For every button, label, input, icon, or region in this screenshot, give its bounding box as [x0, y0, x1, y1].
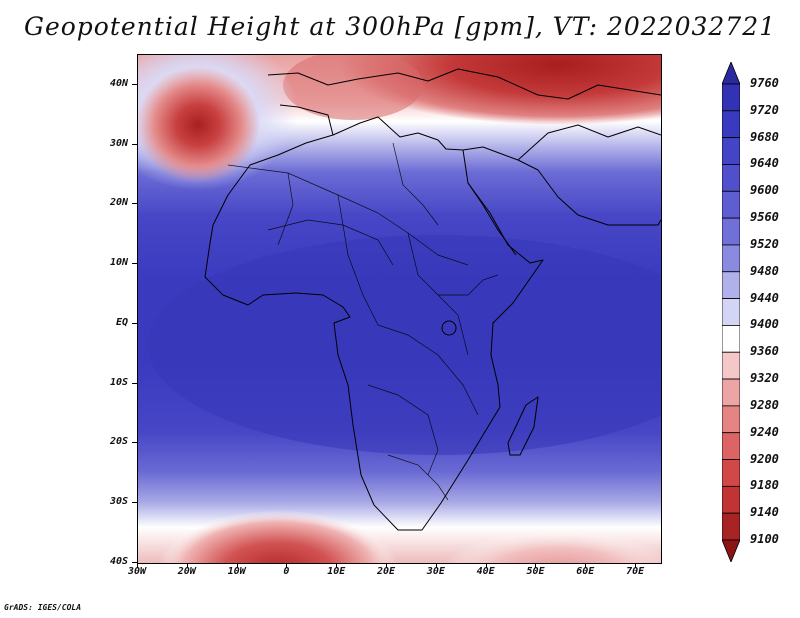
lon-tick-mark — [535, 563, 536, 568]
colorbar-top-triangle — [721, 60, 741, 85]
colorbar-segment — [721, 271, 741, 299]
colorbar — [721, 60, 741, 564]
coastlines — [204, 68, 661, 531]
colorbar-level-label: 9720 — [750, 102, 779, 117]
colorbar-segment — [721, 459, 741, 487]
lon-tick-label: 50E — [526, 566, 545, 577]
lat-tick-label: 30S — [109, 496, 128, 508]
lat-tick-mark — [132, 203, 137, 204]
map-panel — [137, 54, 662, 564]
lat-tick-mark — [132, 442, 137, 443]
lon-tick-mark — [486, 563, 487, 568]
lon-tick-mark — [286, 563, 287, 568]
lon-tick-mark — [386, 563, 387, 568]
colorbar-segment — [721, 405, 741, 434]
africa-outline — [204, 116, 544, 531]
colorbar-level-label: 9640 — [750, 156, 779, 171]
lon-tick-label: 10E — [327, 566, 346, 577]
red-sea-outline — [467, 182, 517, 256]
colorbar-segment — [721, 378, 741, 407]
lat-tick-mark — [132, 263, 137, 264]
lon-tick-label: 20W — [177, 566, 196, 577]
lat-tick-label: 20N — [109, 197, 128, 209]
colorbar-level-label: 9400 — [750, 317, 779, 332]
colorbar-level-label: 9100 — [750, 532, 779, 546]
madagascar-outline — [507, 396, 539, 456]
lon-tick-label: 40E — [476, 566, 495, 577]
colorbar-scale — [721, 60, 741, 564]
lat-tick-label: 40N — [109, 77, 128, 89]
colorbar-segment — [721, 244, 741, 273]
lat-tick-mark — [132, 502, 137, 503]
lat-tick-mark — [132, 84, 137, 85]
colorbar-level-label: 9320 — [750, 371, 779, 386]
arabia-outline — [462, 146, 661, 226]
colorbar-segment — [721, 512, 741, 541]
lon-tick-mark — [635, 563, 636, 568]
colorbar-level-label: 9600 — [750, 183, 779, 198]
lon-tick-label: 30W — [127, 566, 147, 577]
lon-tick-label: 70E — [626, 566, 645, 577]
colorbar-segment — [721, 432, 741, 460]
geopotential-height-map — [138, 55, 661, 563]
mideast-outline — [517, 124, 661, 161]
colorbar-level-label: 9440 — [750, 290, 779, 305]
lat-tick-mark — [132, 562, 137, 563]
lat-tick-label: EQ — [115, 316, 128, 328]
colorbar-segment — [721, 298, 741, 326]
colorbar-level-label: 9760 — [750, 76, 779, 90]
colorbar-level-label: 9240 — [750, 424, 779, 439]
colorbar-level-label: 9360 — [750, 344, 779, 359]
lat-tick-label: 30N — [109, 137, 128, 149]
colorbar-segment — [721, 110, 741, 139]
lon-tick-label: 20E — [377, 566, 396, 577]
lat-tick-label: 10N — [109, 257, 128, 269]
colorbar-level-label: 9480 — [750, 263, 779, 278]
lat-tick-label: 20S — [109, 436, 128, 448]
colorbar-level-label: 9140 — [750, 505, 779, 520]
lon-tick-mark — [187, 563, 188, 568]
colorbar-segment — [721, 164, 741, 192]
lat-tick-label: 10S — [109, 376, 128, 388]
colorbar-segment — [721, 137, 741, 165]
lat-tick-mark — [132, 144, 137, 145]
lon-tick-mark — [237, 563, 238, 568]
credit-text: GrADS: IGES/COLA — [4, 603, 82, 612]
country-borders — [227, 142, 499, 501]
lat-tick-label: 40S — [109, 556, 128, 567]
colorbar-segment — [721, 351, 741, 380]
lon-tick-label: 60E — [576, 566, 595, 577]
lon-tick-mark — [585, 563, 586, 568]
colorbar-level-label: 9200 — [750, 451, 779, 466]
lon-tick-mark — [336, 563, 337, 568]
colorbar-level-label: 9560 — [750, 210, 779, 225]
colorbar-level-label: 9680 — [750, 129, 779, 144]
colorbar-segment — [721, 217, 741, 246]
colorbar-segment — [721, 190, 741, 219]
lon-tick-label: 0 — [283, 566, 290, 577]
lon-tick-mark — [137, 563, 138, 568]
iberia-outline — [279, 104, 334, 136]
colorbar-segment — [721, 325, 741, 353]
colorbar-segment — [721, 485, 741, 514]
lon-tick-label: 30E — [426, 566, 445, 577]
colorbar-segment — [721, 83, 741, 112]
europe-outline — [267, 68, 661, 100]
colorbar-level-label: 9180 — [750, 478, 779, 493]
colorbar-level-label: 9280 — [750, 397, 779, 412]
lon-tick-mark — [436, 563, 437, 568]
lat-tick-mark — [132, 383, 137, 384]
lat-tick-mark — [132, 323, 137, 324]
lon-tick-label: 10W — [227, 566, 246, 577]
colorbar-level-label: 9520 — [750, 236, 779, 251]
lake-victoria — [441, 320, 457, 336]
chart-title: Geopotential Height at 300hPa [gpm], VT:… — [23, 12, 777, 41]
colorbar-bottom-triangle — [721, 539, 741, 564]
